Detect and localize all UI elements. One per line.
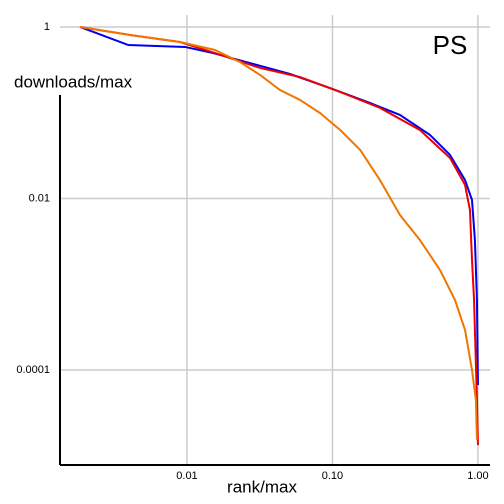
y-tick-label: 0.01 (29, 192, 50, 204)
y-tick-label: 0.0001 (16, 364, 50, 376)
x-tick-label: 0.10 (322, 470, 343, 482)
y-tick-label: 1 (44, 21, 50, 33)
data-line (79, 26, 479, 446)
x-axis-label: rank/max (227, 477, 297, 496)
data-line (79, 26, 479, 386)
data-line (79, 26, 478, 440)
x-tick-label: 1.00 (467, 470, 488, 482)
y-axis-label: downloads/max (14, 72, 133, 91)
chart-title: PS (433, 30, 468, 60)
x-tick-label: 0.01 (176, 470, 197, 482)
